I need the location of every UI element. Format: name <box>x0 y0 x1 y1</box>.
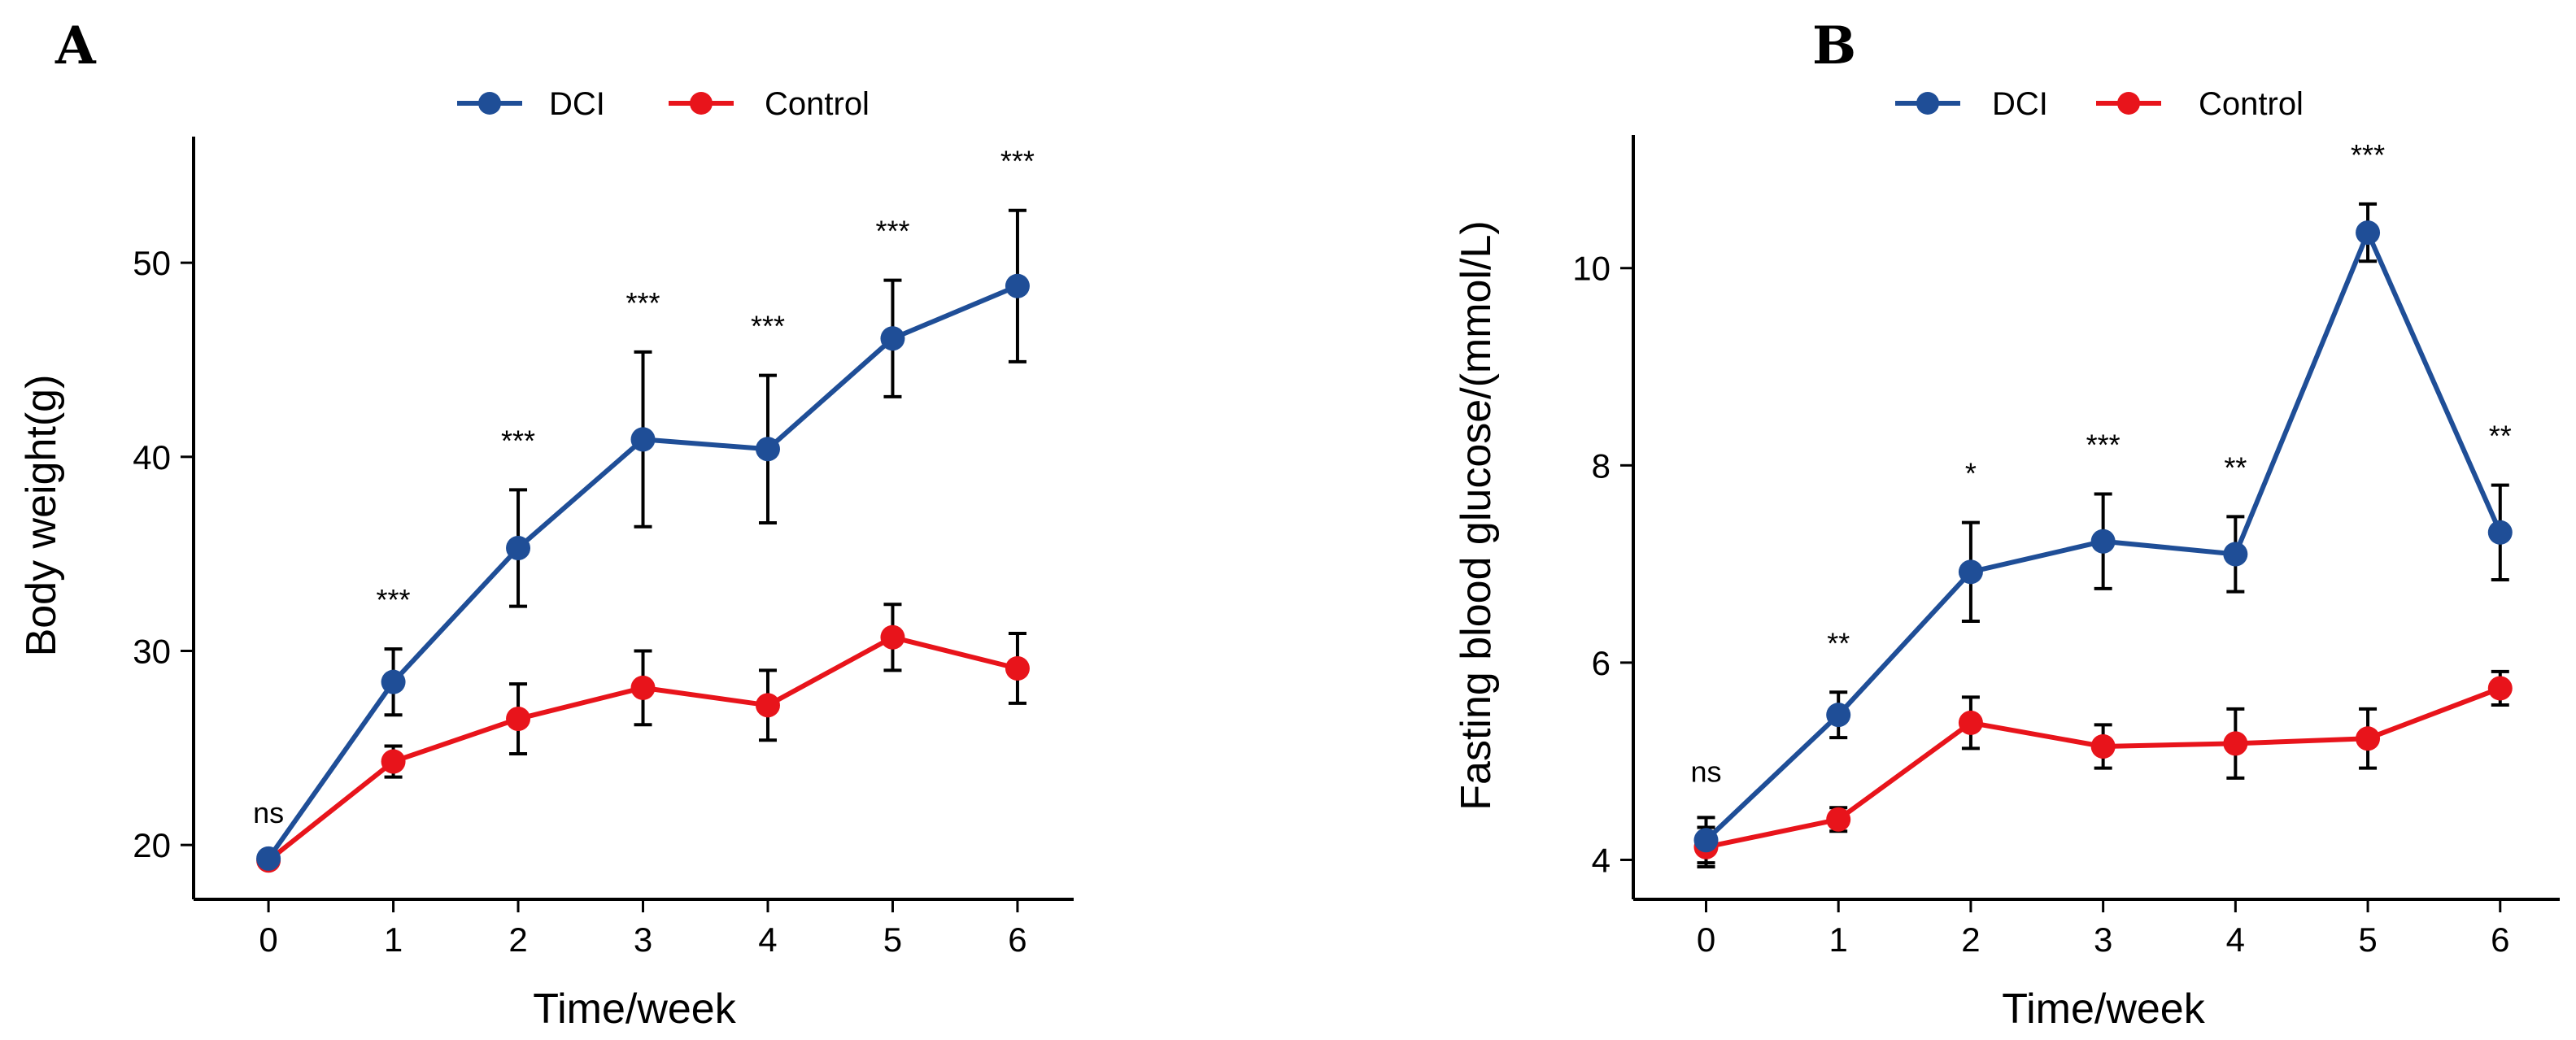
data-point-dci <box>630 427 656 452</box>
x-tick-label: 1 <box>384 920 403 959</box>
data-point-control <box>1005 655 1030 681</box>
x-tick-label: 4 <box>758 920 777 959</box>
significance-label: ** <box>2224 450 2247 484</box>
y-tick-label: 6 <box>1592 644 1611 682</box>
data-point-control <box>381 749 406 774</box>
y-tick-label: 20 <box>133 826 171 864</box>
series-layer <box>256 208 1030 873</box>
y-axis-title: Body weight(g) <box>18 375 65 657</box>
y-ticks: 4 6 8 10 <box>1572 250 1633 879</box>
legend-marker-dci <box>1916 92 1939 115</box>
data-point-dci <box>2356 220 2381 246</box>
significance-label: * <box>1965 457 1977 490</box>
significance-label: *** <box>751 310 785 343</box>
data-point-control <box>880 624 905 650</box>
x-tick-label: 0 <box>259 920 277 959</box>
panel-label: B <box>1812 15 1856 76</box>
x-axis-title: Time/week <box>2002 986 2205 1033</box>
series-layer <box>1693 202 2513 868</box>
data-point-control <box>2223 731 2248 756</box>
x-tick-label: 2 <box>508 920 527 959</box>
panel-label: A <box>54 15 97 76</box>
legend-marker-control <box>690 92 713 115</box>
significance-label: *** <box>2086 428 2121 461</box>
data-point-control <box>2487 676 2513 701</box>
legend-label-dci: DCI <box>1992 86 2048 122</box>
data-point-control <box>630 675 656 700</box>
x-tick-label: 0 <box>1697 920 1715 959</box>
legend-entry-control: Control <box>2096 86 2304 122</box>
data-point-control <box>1826 807 1851 832</box>
x-tick-label: 3 <box>2094 920 2112 959</box>
data-point-dci <box>1693 828 1719 853</box>
data-point-dci <box>755 437 780 462</box>
legend-entry-dci: DCI <box>457 86 605 122</box>
data-point-dci <box>1958 559 1983 585</box>
panel-a: A DCI Control Body weight(g) Time/week 2… <box>18 15 1074 1033</box>
x-axis-title: Time/week <box>533 986 736 1033</box>
legend-label-control: Control <box>2199 86 2304 122</box>
significance-layer: ns *** *** *** *** *** *** <box>253 145 1035 829</box>
legend-label-control: Control <box>765 86 870 122</box>
y-tick-label: 8 <box>1592 446 1611 485</box>
data-point-dci <box>1005 273 1030 298</box>
legend-marker-dci <box>478 92 501 115</box>
x-tick-label: 1 <box>1829 920 1848 959</box>
y-tick-label: 50 <box>133 244 171 282</box>
data-point-dci <box>256 846 281 871</box>
legend-entry-dci: DCI <box>1895 86 2048 122</box>
data-point-dci <box>880 326 905 351</box>
x-tick-label: 6 <box>1008 920 1026 959</box>
y-ticks: 20 30 40 50 <box>133 244 194 864</box>
data-point-dci <box>506 535 531 560</box>
y-axis-title: Fasting blood glucose/(mmol/L) <box>1453 220 1500 810</box>
data-point-dci <box>1826 703 1851 728</box>
x-ticks: 0 1 2 3 4 5 6 <box>1697 899 2509 959</box>
legend-label-dci: DCI <box>549 86 605 122</box>
data-point-control <box>2356 726 2381 751</box>
legend-entry-control: Control <box>669 86 870 122</box>
significance-label: *** <box>377 583 411 616</box>
panel-b: B DCI Control Fasting blood glucose/(mmo… <box>1453 15 2560 1033</box>
significance-layer: ns************* <box>1690 138 2511 788</box>
significance-label: ** <box>1827 626 1850 659</box>
data-point-control <box>755 693 780 718</box>
data-point-dci <box>2090 529 2116 554</box>
x-tick-label: 4 <box>2226 920 2245 959</box>
x-tick-label: 5 <box>883 920 902 959</box>
x-tick-label: 3 <box>634 920 652 959</box>
data-point-dci <box>381 669 406 694</box>
x-ticks: 0 1 2 3 4 5 6 <box>259 899 1027 959</box>
data-point-control <box>1958 710 1983 735</box>
legend: DCI Control <box>457 86 870 122</box>
significance-label: ns <box>1690 755 1721 788</box>
y-tick-label: 30 <box>133 632 171 670</box>
y-tick-label: 10 <box>1572 250 1611 288</box>
significance-label: *** <box>625 286 660 320</box>
legend-marker-control <box>2117 92 2140 115</box>
legend: DCI Control <box>1895 86 2304 122</box>
data-point-control <box>506 707 531 732</box>
significance-label: *** <box>2351 138 2385 172</box>
y-tick-label: 4 <box>1592 841 1611 879</box>
x-tick-label: 6 <box>2491 920 2509 959</box>
significance-label: ** <box>2489 420 2512 453</box>
significance-label: ns <box>253 796 284 829</box>
y-tick-label: 40 <box>133 438 171 476</box>
data-point-dci <box>2223 542 2248 567</box>
data-point-control <box>2090 734 2116 759</box>
x-tick-label: 2 <box>1961 920 1980 959</box>
significance-label: *** <box>875 215 909 248</box>
significance-label: *** <box>1000 145 1035 178</box>
significance-label: *** <box>501 424 535 457</box>
x-tick-label: 5 <box>2358 920 2377 959</box>
data-point-dci <box>2487 520 2513 545</box>
